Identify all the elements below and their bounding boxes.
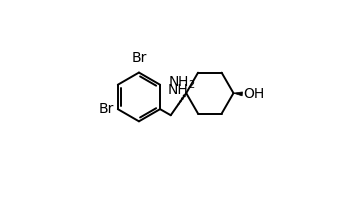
Text: Br: Br [131, 51, 147, 65]
Text: NH: NH [167, 83, 188, 97]
Polygon shape [234, 92, 243, 96]
Text: Br: Br [99, 102, 114, 116]
Text: OH: OH [243, 87, 264, 101]
Text: NH$_2$: NH$_2$ [169, 75, 196, 91]
